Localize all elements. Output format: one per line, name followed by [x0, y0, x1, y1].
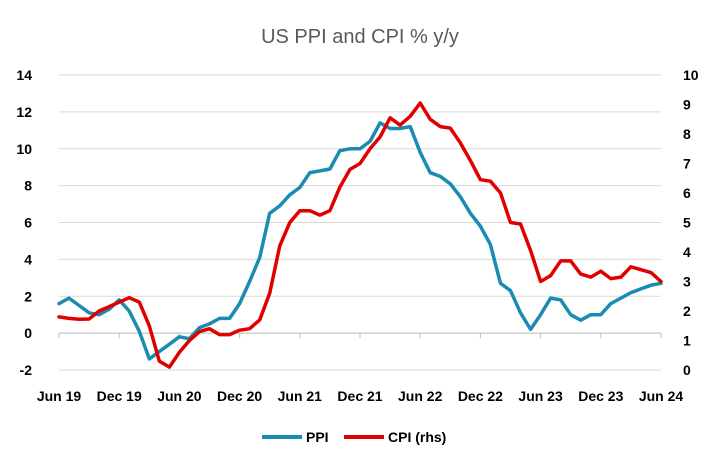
right-tick-label: 7: [683, 156, 691, 172]
x-tick-label: Dec 19: [97, 388, 142, 404]
x-tick-label: Dec 20: [217, 388, 262, 404]
series-layer: [57, 101, 663, 369]
left-tick-label: 14: [16, 67, 32, 83]
left-tick-label: 4: [24, 251, 32, 267]
right-tick-label: 1: [683, 333, 691, 349]
right-tick-label: 8: [683, 126, 691, 142]
left-tick-label: 6: [24, 215, 32, 231]
x-tick-label: Jun 23: [518, 388, 563, 404]
x-tick-label: Dec 21: [337, 388, 382, 404]
right-tick-label: 3: [683, 274, 691, 290]
x-tick-label: Jun 21: [278, 388, 323, 404]
legend-label: PPI: [306, 429, 329, 445]
left-tick-label: -2: [20, 362, 33, 378]
right-tick-label: 9: [683, 97, 691, 113]
right-y-axis: 0 1 2 3 4 5 6 7 8 9 10: [683, 67, 699, 378]
left-tick-label: 8: [24, 178, 32, 194]
legend: PPI CPI (rhs): [262, 429, 446, 445]
x-tick-label: Jun 20: [157, 388, 202, 404]
x-tick-label: Dec 22: [458, 388, 503, 404]
x-tick-label: Jun 22: [398, 388, 443, 404]
series-line-ppi: [57, 121, 663, 361]
x-tick-label: Jun 19: [37, 388, 82, 404]
left-tick-label: 12: [16, 104, 32, 120]
left-tick-label: 0: [24, 325, 32, 341]
right-tick-label: 0: [683, 362, 691, 378]
legend-label: CPI (rhs): [388, 429, 446, 445]
x-tick-label: Dec 23: [578, 388, 623, 404]
right-tick-label: 10: [683, 67, 699, 83]
x-axis: Jun 19 Dec 19 Jun 20 Dec 20 Jun 21 Dec 21 Jun …: [37, 332, 684, 404]
left-y-axis: -2 0 2 4 6 8 10 12 14: [16, 67, 32, 378]
left-tick-label: 10: [16, 141, 32, 157]
chart-title: US PPI and CPI % y/y: [261, 26, 459, 48]
x-tick-label: Jun 24: [639, 388, 684, 404]
series-line-cpi-rhs: [57, 101, 663, 369]
right-tick-label: 2: [683, 303, 691, 319]
right-tick-label: 5: [683, 215, 691, 231]
left-tick-label: 2: [24, 288, 32, 304]
right-tick-label: 6: [683, 185, 691, 201]
right-tick-label: 4: [683, 244, 691, 260]
